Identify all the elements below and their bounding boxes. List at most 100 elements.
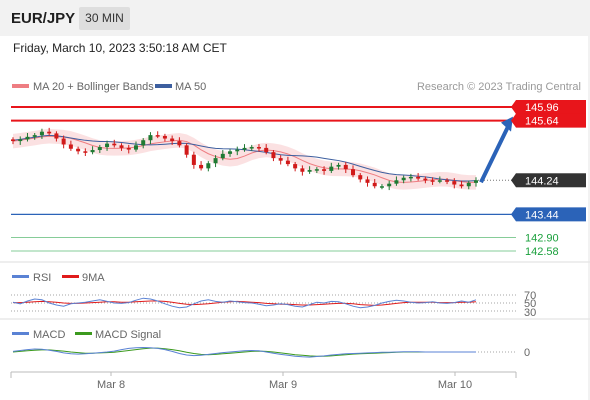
- candle-body: [105, 143, 110, 148]
- candle-body: [437, 180, 442, 182]
- candle-body: [394, 180, 399, 184]
- bollinger-bands: [13, 129, 476, 190]
- candle-body: [141, 140, 146, 146]
- candle-body: [39, 131, 44, 136]
- legend-macd-label: MACD: [33, 329, 65, 341]
- price-tag-resistance: [516, 113, 586, 128]
- candle-body: [228, 151, 233, 154]
- price-tags: 145.96 145.64 144.24 143.44 142.90 142.58: [511, 100, 586, 258]
- price-level-label: 142.58: [525, 246, 559, 258]
- candle-body: [11, 139, 15, 142]
- candle-body: [119, 145, 124, 148]
- rsi-panel: [11, 294, 516, 312]
- candle-body: [90, 150, 95, 153]
- timeframe-button[interactable]: 30 MIN: [79, 7, 130, 30]
- candle-body: [466, 182, 471, 187]
- candle-body: [387, 183, 392, 187]
- candle-body: [358, 175, 363, 180]
- candle-body: [408, 176, 413, 179]
- candle-body: [199, 164, 204, 169]
- price-tag-label: 144.24: [525, 175, 559, 187]
- credit-text: Research © 2023 Trading Central: [417, 81, 581, 93]
- candles: [11, 127, 478, 191]
- candle-body: [148, 135, 153, 141]
- price-tag-label: 143.44: [525, 209, 559, 221]
- candle-body: [336, 164, 341, 167]
- candle-body: [249, 147, 254, 149]
- price-tag-pointer: [511, 100, 516, 114]
- candle-body: [445, 180, 450, 182]
- candle-body: [206, 163, 211, 169]
- macd-line: [12, 346, 476, 358]
- price-tag-support: [516, 207, 586, 222]
- legend-rsi-label: RSI: [33, 272, 51, 284]
- candle-body: [213, 158, 218, 164]
- candle-body: [97, 147, 102, 151]
- candle-body: [256, 147, 261, 149]
- candle-body: [307, 170, 312, 172]
- candle-body: [54, 133, 59, 139]
- candle-body: [401, 177, 406, 181]
- candle-body: [170, 138, 175, 142]
- legend-macd-swatch: [12, 332, 29, 335]
- candle-body: [300, 168, 305, 172]
- price-tag-resistance: [516, 100, 586, 114]
- price-tag-pointer: [511, 173, 516, 188]
- candle-body: [126, 147, 131, 150]
- candle-body: [112, 143, 117, 146]
- legend-ma50-label: MA 50: [175, 81, 206, 93]
- projection-arrow: [479, 116, 513, 184]
- legend-rsi-swatch: [12, 275, 29, 278]
- candle-body: [76, 148, 81, 152]
- legend-ma50-swatch: [155, 84, 172, 88]
- candle-body: [47, 131, 52, 134]
- price-levels: [11, 106, 516, 252]
- candle-body: [423, 178, 428, 181]
- legend-rsi-ma-swatch: [62, 275, 79, 278]
- candle-body: [242, 147, 247, 150]
- bollinger-band-area: [13, 129, 476, 190]
- candle-body: [61, 138, 66, 145]
- header-bar: EUR/JPY 30 MIN: [0, 0, 590, 36]
- rsi-level-50: 50: [524, 298, 536, 310]
- report-datetime: Friday, March 10, 2023 3:50:18 AM CET: [13, 41, 227, 55]
- projection-arrow-head: [501, 116, 513, 132]
- candle-body: [430, 180, 435, 182]
- candle-body: [18, 139, 23, 142]
- macd-zero-label: 0: [524, 347, 530, 359]
- rsi-level-30: 30: [524, 307, 536, 319]
- price-tag-current: [516, 173, 586, 188]
- candle-body: [191, 154, 196, 165]
- x-tick-mar9: Mar 9: [269, 379, 297, 391]
- price-tag-label: 145.64: [525, 116, 559, 128]
- candle-body: [474, 180, 478, 183]
- projection-arrow-shaft: [479, 123, 511, 184]
- candle-body: [278, 158, 283, 161]
- legend-macd-signal-swatch: [75, 332, 92, 335]
- candle-body: [162, 135, 167, 139]
- candle-body: [235, 149, 240, 152]
- candle-body: [264, 147, 269, 153]
- candle-body: [271, 152, 276, 159]
- ma20-line: [12, 135, 476, 183]
- candle-body: [83, 151, 88, 153]
- candle-body: [25, 136, 30, 140]
- candle-body: [379, 186, 384, 188]
- candle-body: [133, 145, 138, 150]
- price-tag-pointer: [511, 207, 516, 222]
- rsi-ma-line: [13, 300, 477, 306]
- price-tag-label: 145.96: [525, 102, 559, 114]
- x-tick-mar10: Mar 10: [438, 379, 472, 391]
- candle-body: [372, 182, 377, 187]
- candle-body: [416, 176, 421, 179]
- candle-body: [293, 164, 298, 169]
- rsi-line: [12, 297, 477, 309]
- x-tick-mar8: Mar 8: [97, 379, 125, 391]
- instrument-symbol: EUR/JPY: [11, 10, 76, 27]
- legend-ma20-label: MA 20 + Bollinger Bands: [33, 81, 154, 93]
- candle-body: [459, 184, 464, 187]
- candle-body: [155, 135, 160, 137]
- candle-body: [314, 169, 319, 171]
- price-level-label: 142.90: [525, 232, 559, 244]
